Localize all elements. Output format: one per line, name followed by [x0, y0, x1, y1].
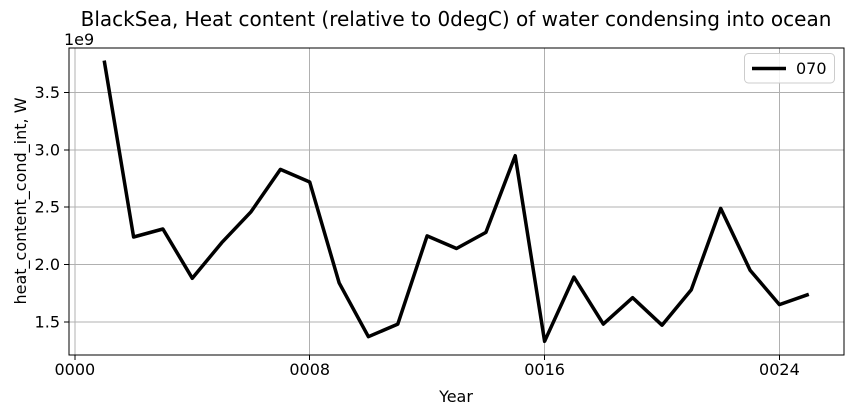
tick-labels: 0000 0008 0016 0024 1.5 2.0 2.5 3.0 3.5 [35, 83, 800, 379]
plot-border [68, 47, 845, 356]
y-tick-label: 2.0 [35, 255, 60, 274]
x-tick-label: 0000 [55, 360, 96, 379]
y-tick-label: 2.5 [35, 198, 60, 217]
y-axis-offset-label: 1e9 [64, 30, 94, 49]
legend: 070 [744, 53, 835, 84]
tick-marks [64, 92, 780, 360]
x-tick-label: 0024 [759, 360, 800, 379]
y-tick-label: 3.5 [35, 83, 60, 102]
y-tick-label: 3.0 [35, 140, 60, 159]
grid-lines [69, 48, 844, 355]
x-tick-label: 0008 [289, 360, 330, 379]
x-tick-label: 0016 [524, 360, 565, 379]
chart-title: BlackSea, Heat content (relative to 0deg… [81, 7, 832, 31]
series-line-070 [102, 60, 810, 344]
legend-entry-label: 070 [796, 59, 827, 78]
legend-box [744, 53, 835, 84]
x-axis-label: Year [438, 387, 473, 406]
y-axis-label: heat_content_cond_int, W [11, 97, 31, 304]
y-tick-label: 1.5 [35, 312, 60, 331]
